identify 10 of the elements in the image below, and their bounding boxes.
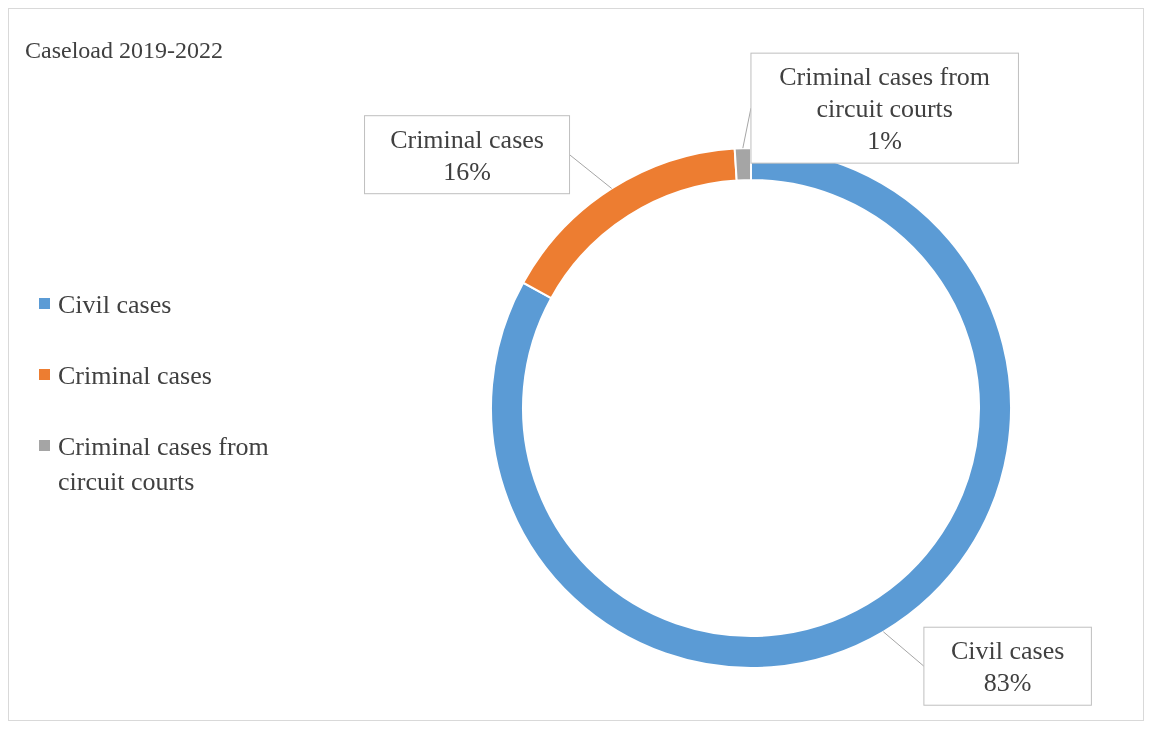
slice-label: Civil cases bbox=[950, 636, 1065, 666]
legend-label: Criminal cases bbox=[58, 360, 212, 392]
legend-label: Civil cases bbox=[58, 289, 172, 321]
slice-label: Criminal cases from circuit courts bbox=[779, 62, 991, 124]
data-label: 16% bbox=[443, 156, 491, 186]
slice-label: Criminal cases bbox=[390, 124, 544, 154]
chart-title: Caseload 2019-2022 bbox=[25, 37, 223, 64]
data-label: 1% bbox=[867, 126, 903, 156]
legend-label: Criminal cases from circuit courts bbox=[58, 431, 270, 498]
data-label: 83% bbox=[983, 668, 1032, 698]
